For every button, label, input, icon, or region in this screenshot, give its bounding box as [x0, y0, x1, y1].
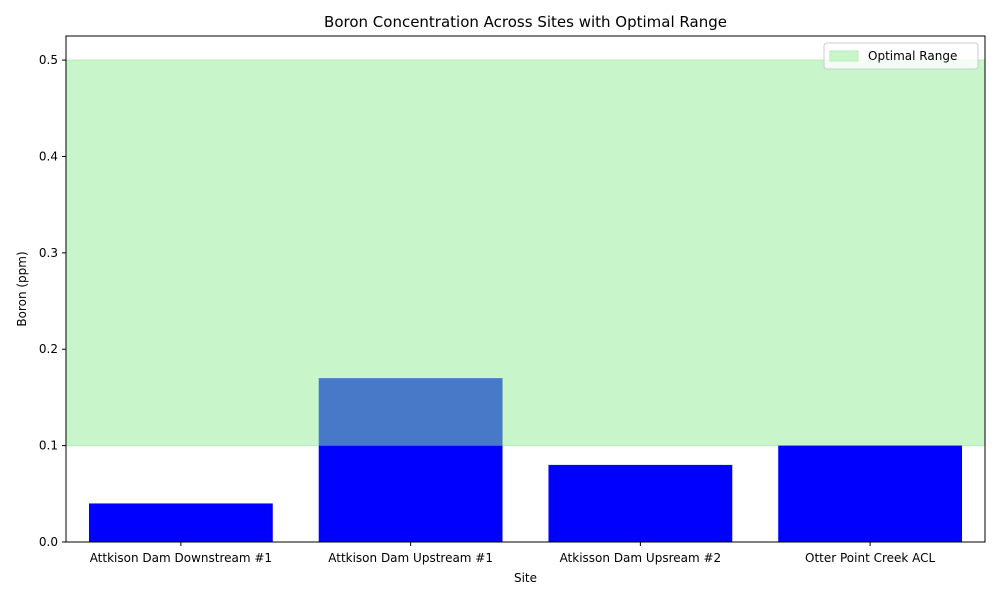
plot-frame — [65, 35, 986, 543]
legend: Optimal Range — [823, 42, 979, 70]
legend-swatch-optimal-range — [829, 50, 859, 62]
y-tick-label: 0.1 — [39, 439, 58, 453]
bar — [548, 464, 733, 542]
legend-label-optimal-range: Optimal Range — [868, 49, 957, 63]
optimal-range-layer — [65, 59, 986, 447]
y-tick-label: 0.0 — [39, 535, 58, 549]
y-tick-label: 0.5 — [39, 53, 58, 67]
bars-layer — [88, 378, 963, 542]
x-tick-label: Attkison Dam Downstream #1 — [90, 551, 272, 565]
x-axis-label: Site — [514, 571, 537, 585]
bar-segment-in-range — [318, 378, 503, 446]
bar — [318, 445, 503, 542]
y-tick-label: 0.3 — [39, 246, 58, 260]
y-axis-label: Boron (ppm) — [15, 251, 29, 326]
x-tick-label: Otter Point Creek ACL — [805, 551, 936, 565]
axes-layer — [65, 35, 986, 543]
bar — [88, 503, 273, 542]
y-tick-label: 0.2 — [39, 342, 58, 356]
bar — [778, 445, 963, 542]
x-ticks: Attkison Dam Downstream #1 Attkison Dam U… — [90, 542, 936, 565]
x-tick-label: Attkison Dam Upstream #1 — [328, 551, 493, 565]
chart-title: Boron Concentration Across Sites with Op… — [324, 13, 727, 31]
x-tick-label: Atkisson Dam Upsream #2 — [560, 551, 722, 565]
y-tick-label: 0.4 — [39, 149, 58, 163]
legend-box — [823, 42, 979, 70]
optimal-range-band — [65, 59, 986, 447]
y-ticks: 0.0 0.1 0.2 0.3 0.4 0.5 — [39, 53, 66, 549]
